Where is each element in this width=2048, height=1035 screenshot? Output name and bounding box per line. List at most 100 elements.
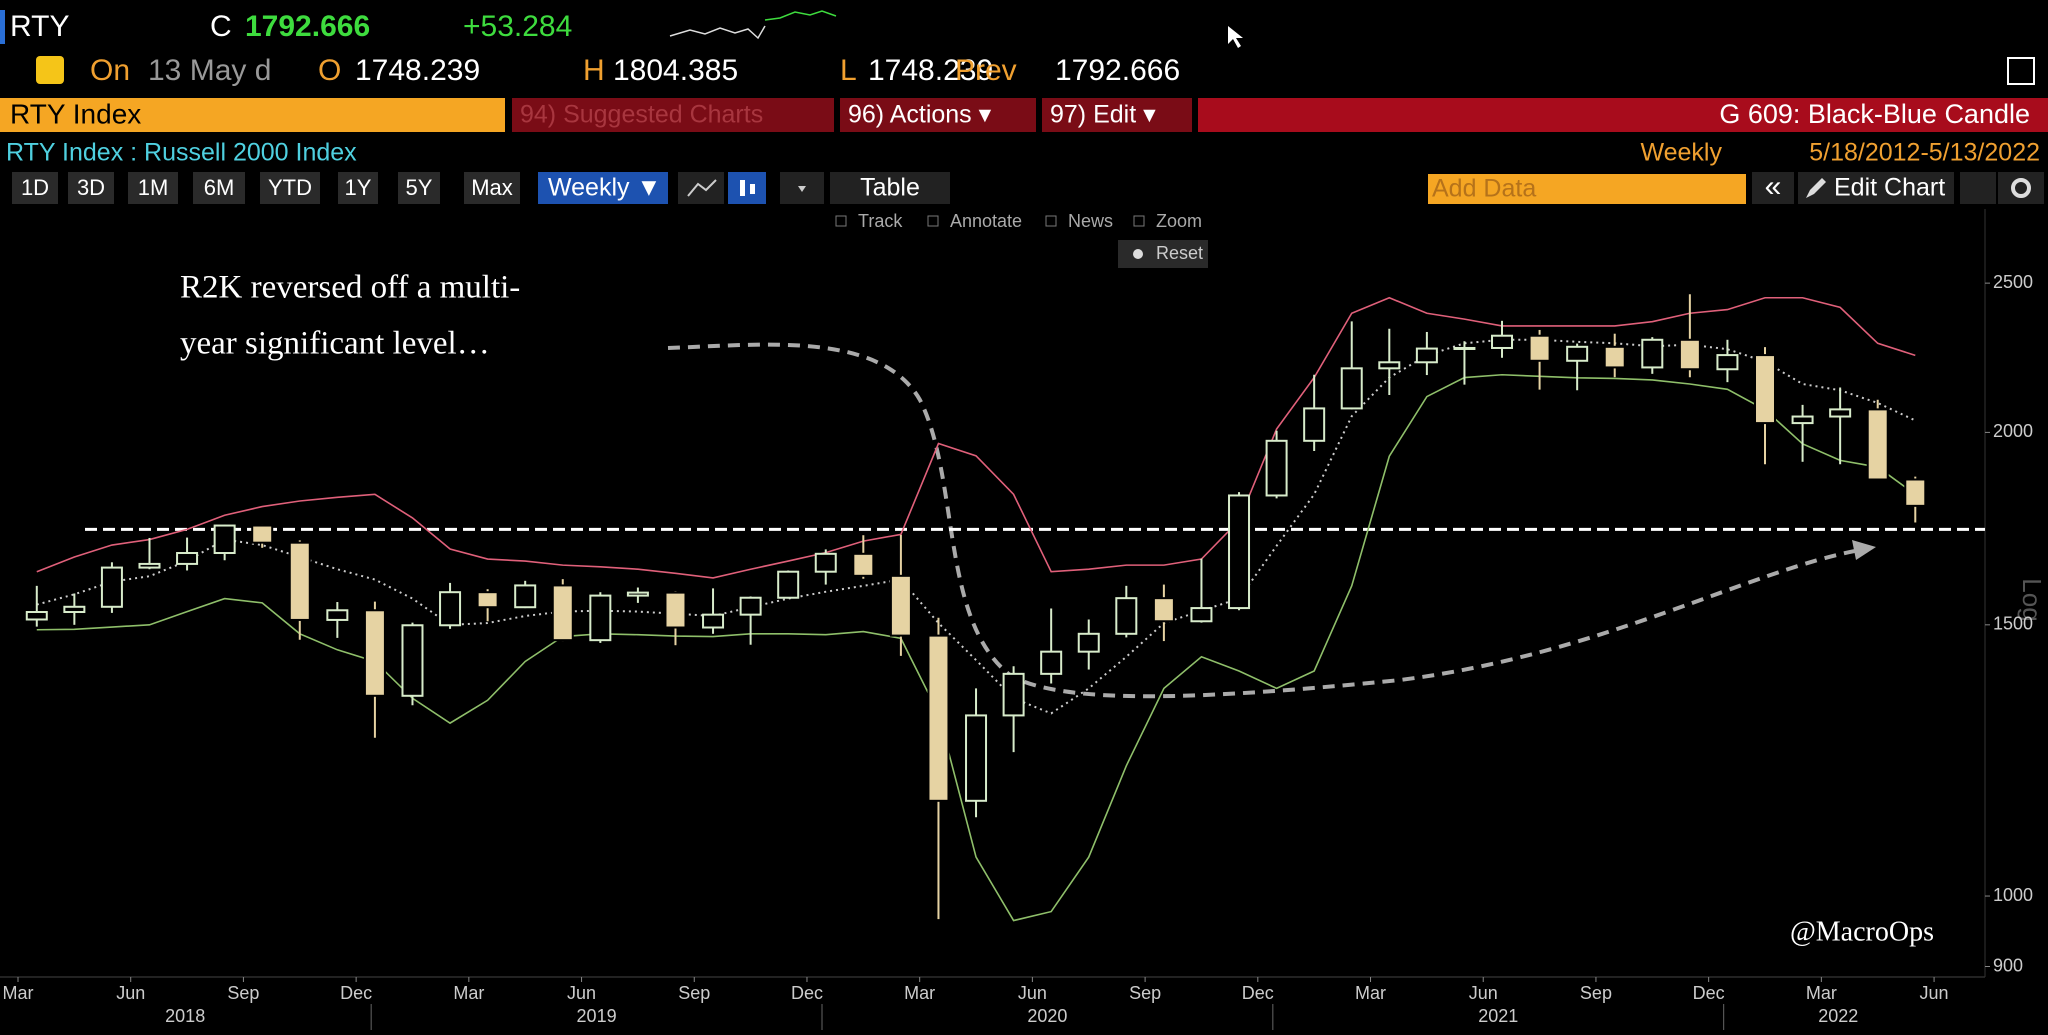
edit-chart: Edit Chart <box>1834 174 1945 202</box>
cursor <box>1228 26 1243 48</box>
range-button[interactable] <box>464 172 520 204</box>
candle-body <box>1040 650 1063 675</box>
gauge-icon[interactable] <box>36 56 64 84</box>
security: RTY Index <box>10 98 141 129</box>
candle-body <box>814 552 837 573</box>
low: 1748.239 <box>868 54 993 87</box>
icon <box>1133 249 1143 259</box>
range-button[interactable] <box>398 172 440 204</box>
add-data: Add Data <box>1432 175 1536 203</box>
candle-body <box>777 570 800 599</box>
edit-chart-button[interactable] <box>1798 172 1954 204</box>
candle-body <box>1566 345 1589 362</box>
x-tick-label: Jun <box>1469 983 1498 1003</box>
x-tick-label: Dec <box>1242 983 1274 1003</box>
menu-button[interactable] <box>1042 98 1192 132</box>
y-tick-label: 2000 <box>1993 421 2033 441</box>
year-label: 2021 <box>1478 1006 1518 1026</box>
candle-body <box>25 611 48 621</box>
date: 13 May d <box>148 54 271 87</box>
candle-body <box>1265 439 1288 497</box>
range-button[interactable] <box>128 172 178 204</box>
year-label: 2018 <box>165 1006 205 1026</box>
range-button[interactable] <box>338 172 378 204</box>
arrow <box>667 342 1861 699</box>
candle-body <box>1641 338 1664 369</box>
frequency-button[interactable] <box>538 172 668 204</box>
range-button[interactable] <box>12 172 58 204</box>
candle-body <box>1002 672 1025 717</box>
band-line <box>36 338 1916 715</box>
year-label: 2019 <box>577 1006 617 1026</box>
x-tick-label: Dec <box>340 983 372 1003</box>
tool[interactable]: Zoom <box>1156 211 1202 231</box>
candle-body <box>739 596 762 616</box>
settings-icon[interactable] <box>1998 172 2044 204</box>
candle-body <box>889 574 912 637</box>
open-label: O <box>318 54 341 87</box>
menu-button[interactable] <box>840 98 1036 132</box>
close: 1792.666 <box>245 10 370 43</box>
y-tick-label: 1500 <box>1993 614 2033 634</box>
range-label: 5Y <box>406 175 433 200</box>
y-tick-label: 2500 <box>1993 272 2033 292</box>
line-icon[interactable] <box>678 172 724 204</box>
template: G 609: Black-Blue Candle <box>1719 99 2030 129</box>
candle-body <box>1340 367 1363 410</box>
axis-label: Log <box>2017 578 2047 621</box>
range-button[interactable] <box>260 172 320 204</box>
x-tick-label: Mar <box>904 983 935 1003</box>
prev: 1792.666 <box>1055 54 1180 87</box>
tool[interactable]: News <box>1068 211 1113 231</box>
menu-button[interactable] <box>512 98 834 132</box>
candle-body <box>1603 345 1626 369</box>
tool-icon <box>1133 215 1145 227</box>
open: 1748.239 <box>355 54 480 87</box>
candle-icon[interactable] <box>728 172 766 204</box>
candle-body <box>1491 334 1514 349</box>
icon <box>750 184 755 194</box>
year-label: 2022 <box>1818 1006 1858 1026</box>
on-label: On <box>90 54 130 87</box>
date-range: 5/18/2012-5/13/2022 <box>1809 139 2040 167</box>
candle-body <box>1754 354 1777 425</box>
sparkline <box>764 10 837 21</box>
add-data-input[interactable] <box>1428 174 1746 204</box>
candle-body <box>589 594 612 642</box>
change: +53.284 <box>463 10 572 43</box>
range-label: 3D <box>77 175 105 200</box>
popout-icon[interactable] <box>2007 57 2035 85</box>
year-label: 2020 <box>1027 1006 1067 1026</box>
annotation: year significant level… <box>180 326 490 362</box>
frequency: Weekly ▼ <box>548 174 661 202</box>
security-box[interactable] <box>0 98 505 132</box>
candle-body <box>927 634 950 802</box>
edit: 97) Edit ▾ <box>1050 101 1156 129</box>
icon <box>740 180 745 196</box>
range-label: 1D <box>21 175 49 200</box>
reset: Reset <box>1156 243 1203 263</box>
candle-body <box>1453 346 1476 350</box>
candle-body <box>100 566 123 608</box>
candle-body <box>176 552 199 565</box>
y-tick-label: 1000 <box>1993 885 2033 905</box>
annotation: R2K reversed off a multi- <box>180 270 520 306</box>
candle-body <box>476 591 499 609</box>
security-name: RTY Index : Russell 2000 Index <box>6 139 357 167</box>
tool[interactable]: Annotate <box>950 211 1022 231</box>
sparkline <box>669 25 766 40</box>
edit-icon[interactable] <box>1960 172 1996 204</box>
candle-body <box>702 613 725 629</box>
candle-body <box>326 609 349 621</box>
range-label: 1M <box>138 175 169 200</box>
range-button[interactable] <box>193 172 245 204</box>
candle-body <box>852 552 875 577</box>
x-tick-label: Jun <box>567 983 596 1003</box>
x-tick-label: Mar <box>1355 983 1386 1003</box>
collapse-button[interactable] <box>1752 172 1794 204</box>
tool[interactable]: Track <box>858 211 903 231</box>
table-button[interactable] <box>830 172 950 204</box>
range-button[interactable] <box>68 172 114 204</box>
candle-body <box>1528 334 1551 362</box>
tool-icon <box>927 215 939 227</box>
